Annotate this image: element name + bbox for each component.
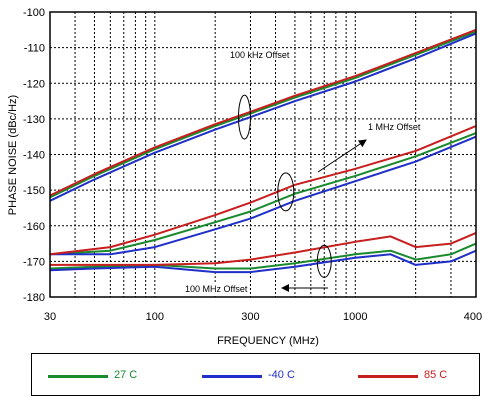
series-line-minus40c-group3 bbox=[49, 249, 477, 274]
series-line-85c-group3 bbox=[50, 231, 477, 266]
series-line-85c-group2 bbox=[49, 125, 477, 256]
annotation-ellipse-1mhz bbox=[277, 172, 295, 212]
legend: 27 C -40 C 85 C bbox=[31, 353, 480, 396]
y-tick-label: -130 bbox=[23, 114, 45, 126]
annotation-label-100khz: 100 kHz Offset bbox=[230, 50, 290, 60]
annotation-ellipse-100khz bbox=[237, 94, 251, 140]
plot-frame bbox=[49, 11, 477, 298]
annotation-label-1mhz: 1 MHz Offset bbox=[368, 122, 421, 132]
legend-swatch-85c bbox=[358, 375, 418, 378]
data-series bbox=[49, 28, 477, 274]
y-tick-label: -170 bbox=[23, 256, 45, 268]
y-tick-label: -150 bbox=[23, 185, 45, 197]
x-tick-label: 4000 bbox=[464, 311, 482, 323]
legend-swatch-27c bbox=[48, 375, 108, 378]
y-tick-label: -180 bbox=[23, 292, 45, 304]
tick-labels: 30 100 300 1000 4000 -100 -110 -120 -130 -140 -150… bbox=[23, 7, 482, 323]
x-tick-label: 300 bbox=[241, 311, 259, 323]
x-tick-label: 100 bbox=[146, 311, 164, 323]
legend-label-85c: 85 C bbox=[424, 369, 448, 381]
x-axis-label: FREQUENCY (MHz) bbox=[217, 335, 319, 347]
annotations: 100 kHz Offset 1 MHz Offset 100 MHz Offset bbox=[184, 50, 422, 294]
y-tick-label: -160 bbox=[23, 221, 45, 233]
legend-label-minus40c: -40 C bbox=[268, 369, 295, 381]
annotation-arrow-1mhz bbox=[317, 139, 367, 173]
x-tick-label: 1000 bbox=[343, 311, 367, 323]
annotation-label-100mhz: 100 MHz Offset bbox=[185, 284, 248, 294]
x-tick-label: 30 bbox=[44, 311, 56, 323]
y-tick-label: -100 bbox=[23, 7, 45, 19]
legend-label-27c: 27 C bbox=[114, 369, 138, 381]
phase-noise-chart: 100 kHz Offset 1 MHz Offset 100 MHz Offset… bbox=[7, 7, 482, 347]
series-line-27c-group2 bbox=[49, 132, 477, 256]
y-tick-label: -120 bbox=[23, 78, 45, 90]
grid-lines bbox=[50, 12, 476, 297]
y-axis-label: PHASE NOISE (dBc/Hz) bbox=[7, 95, 19, 215]
series-line-minus40c-group2 bbox=[50, 135, 477, 256]
y-tick-label: -140 bbox=[23, 150, 45, 162]
annotation-ellipse-100mhz bbox=[316, 244, 332, 278]
legend-swatch-minus40c bbox=[202, 375, 262, 378]
y-tick-label: -110 bbox=[24, 43, 45, 55]
